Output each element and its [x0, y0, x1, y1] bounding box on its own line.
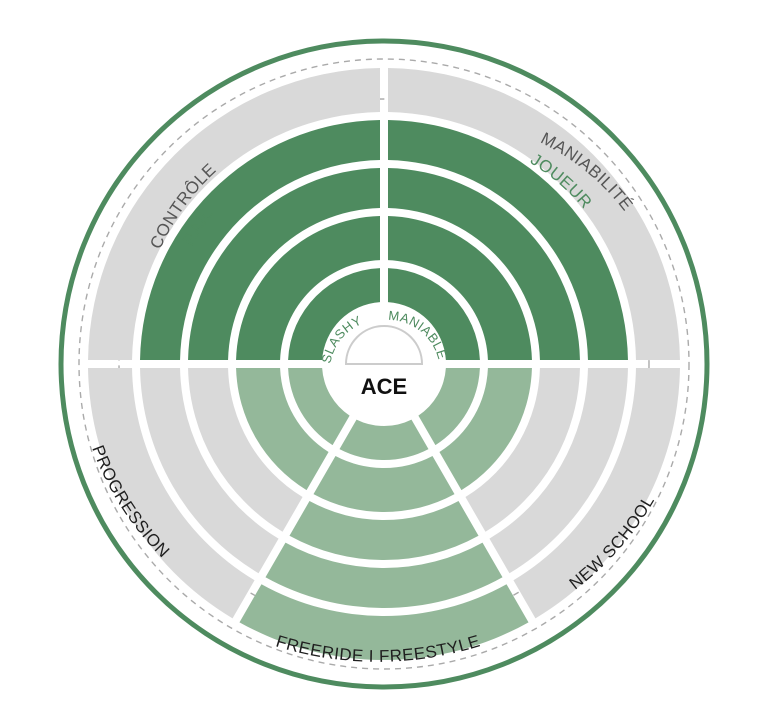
segment-rail-band-3 [188, 168, 381, 361]
dashed-ring-outer [78, 58, 690, 670]
segment-rail-band-1 [288, 268, 381, 361]
segment-freeride-freestyle-band-5 [239, 584, 529, 660]
segment-new-school-band-4 [489, 367, 628, 574]
segment-freeride-freestyle-band-3 [289, 501, 479, 560]
segment-freeride-freestyle-band-2 [313, 455, 455, 512]
segment-new-school-band-3 [465, 367, 580, 532]
segment-new-school-band-2 [439, 367, 532, 491]
segment-progression-band-4 [140, 367, 279, 574]
outer-ring [58, 38, 710, 690]
center-label: ACE [361, 374, 407, 399]
center-half-dial [344, 325, 424, 365]
rating-segments [88, 68, 680, 660]
segment-freeride-freestyle-band-1 [339, 419, 429, 460]
segment-progression-band-1 [288, 367, 350, 446]
segment-rail-band-2 [236, 216, 381, 361]
segment-joueur-band-2 [387, 216, 532, 361]
segment-new-school-band-5 [513, 367, 680, 619]
segment-freeride-freestyle-band-4 [265, 542, 503, 608]
segment-joueur-band-5 [387, 68, 680, 361]
segment-rail-band-5 [88, 68, 381, 361]
segment-new-school-band-1 [418, 367, 480, 446]
dashed-ring-inner [118, 98, 650, 630]
segment-joueur-band-4 [387, 120, 628, 361]
segment-progression-band-3 [188, 367, 303, 532]
segment-joueur-band-1 [387, 268, 480, 361]
segment-joueur-band-3 [387, 168, 580, 361]
segment-progression-band-2 [236, 367, 329, 491]
segment-progression-band-5 [88, 367, 255, 619]
segment-rail-band-4 [140, 120, 381, 361]
